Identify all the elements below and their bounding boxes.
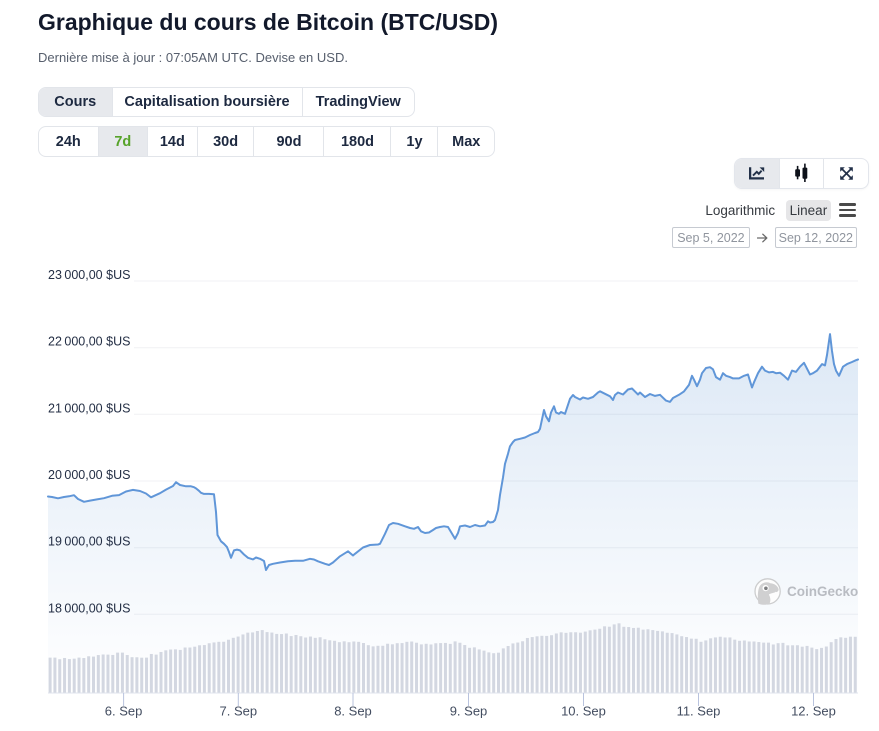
- svg-text:22 000,00 $US: 22 000,00 $US: [48, 335, 130, 349]
- svg-text:18 000,00 $US: 18 000,00 $US: [48, 601, 130, 615]
- svg-text:12. Sep: 12. Sep: [791, 704, 836, 719]
- svg-text:21 000,00 $US: 21 000,00 $US: [48, 401, 130, 415]
- svg-text:19 000,00 $US: 19 000,00 $US: [48, 535, 130, 549]
- svg-text:10. Sep: 10. Sep: [561, 704, 606, 719]
- svg-text:23 000,00 $US: 23 000,00 $US: [48, 268, 130, 282]
- svg-text:6. Sep: 6. Sep: [105, 704, 143, 719]
- svg-text:7. Sep: 7. Sep: [220, 704, 258, 719]
- svg-text:9. Sep: 9. Sep: [450, 704, 488, 719]
- svg-text:11. Sep: 11. Sep: [677, 704, 721, 719]
- svg-text:8. Sep: 8. Sep: [334, 704, 372, 719]
- svg-text:20 000,00 $US: 20 000,00 $US: [48, 468, 130, 482]
- svg-text:CoinGecko: CoinGecko: [787, 584, 858, 599]
